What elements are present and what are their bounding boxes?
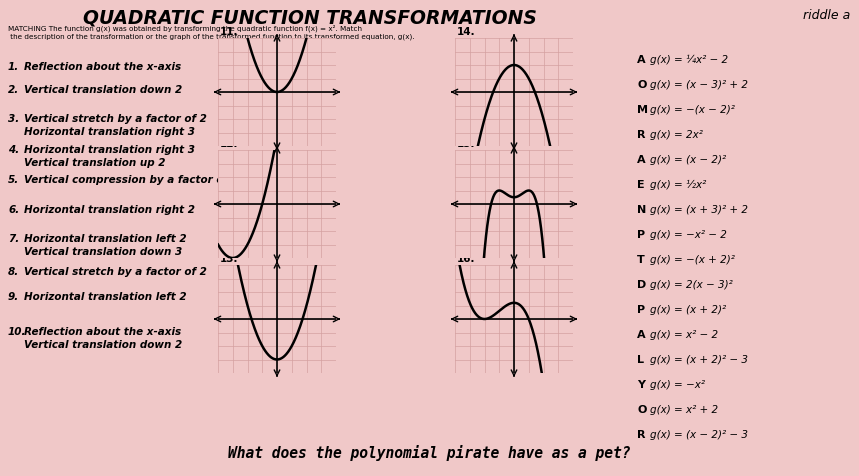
Text: g(x) = (x + 2)²: g(x) = (x + 2)² <box>650 304 726 314</box>
Text: g(x) = (x − 3)² + 2: g(x) = (x − 3)² + 2 <box>650 80 748 90</box>
Text: D: D <box>637 279 646 289</box>
Text: Vertical translation down 2: Vertical translation down 2 <box>24 85 182 95</box>
Text: Vertical compression by a factor of ½: Vertical compression by a factor of ½ <box>24 175 242 185</box>
Text: 9.: 9. <box>8 291 19 301</box>
Text: E: E <box>637 179 644 189</box>
Text: g(x) = 2x²: g(x) = 2x² <box>650 130 703 140</box>
Text: g(x) = −x²: g(x) = −x² <box>650 379 705 389</box>
Text: Horizontal translation left 2: Horizontal translation left 2 <box>24 291 186 301</box>
Text: Horizontal translation right 2: Horizontal translation right 2 <box>24 205 195 215</box>
Text: P: P <box>637 229 645 239</box>
Text: g(x) = −x² − 2: g(x) = −x² − 2 <box>650 229 727 239</box>
Text: g(x) = ½x²: g(x) = ½x² <box>650 179 706 190</box>
Text: g(x) = (x + 2)² − 3: g(x) = (x + 2)² − 3 <box>650 354 748 364</box>
Text: QUADRATIC FUNCTION TRANSFORMATIONS: QUADRATIC FUNCTION TRANSFORMATIONS <box>83 9 537 28</box>
Text: 3.: 3. <box>8 114 19 124</box>
Text: the description of the transformation or the graph of the transformed function t: the description of the transformation or… <box>8 33 415 40</box>
Text: 16.: 16. <box>457 253 476 263</box>
Text: Vertical translation up 2: Vertical translation up 2 <box>24 158 166 168</box>
Text: riddle a: riddle a <box>803 9 850 22</box>
Text: g(x) = x² + 2: g(x) = x² + 2 <box>650 404 718 414</box>
Text: Y: Y <box>637 379 645 389</box>
Text: A: A <box>637 329 646 339</box>
Text: 13.: 13. <box>220 253 239 263</box>
Text: g(x) = ¼x² − 2: g(x) = ¼x² − 2 <box>650 55 728 65</box>
Text: Reflection about the x-axis: Reflection about the x-axis <box>24 62 181 72</box>
Text: Horizontal translation left 2: Horizontal translation left 2 <box>24 234 186 244</box>
Text: 2.: 2. <box>8 85 19 95</box>
Text: Vertical translation down 3: Vertical translation down 3 <box>24 247 182 257</box>
Text: A: A <box>637 155 646 165</box>
Text: R: R <box>637 429 645 439</box>
Text: 14.: 14. <box>457 27 476 37</box>
Text: A: A <box>637 55 646 65</box>
Text: Horizontal translation right 3: Horizontal translation right 3 <box>24 145 195 155</box>
Text: 10.: 10. <box>8 327 27 336</box>
Text: N: N <box>637 205 646 215</box>
Text: MATCHING The function g(x) was obtained by transforming the quadratic function f: MATCHING The function g(x) was obtained … <box>8 25 362 32</box>
Text: T: T <box>637 255 645 265</box>
Text: R: R <box>637 130 645 140</box>
Text: Horizontal translation right 3: Horizontal translation right 3 <box>24 127 195 137</box>
Text: 15.: 15. <box>457 139 476 149</box>
Text: Vertical stretch by a factor of 2: Vertical stretch by a factor of 2 <box>24 114 207 124</box>
Text: 5.: 5. <box>8 175 19 185</box>
Text: P: P <box>637 304 645 314</box>
Text: g(x) = −(x − 2)²: g(x) = −(x − 2)² <box>650 105 735 115</box>
Text: g(x) = (x − 2)² − 3: g(x) = (x − 2)² − 3 <box>650 429 748 439</box>
Text: O: O <box>637 404 646 414</box>
Text: 7.: 7. <box>8 234 19 244</box>
Text: 12.: 12. <box>220 139 239 149</box>
Text: Reflection about the x-axis: Reflection about the x-axis <box>24 327 181 336</box>
Text: 4.: 4. <box>8 145 19 155</box>
Text: g(x) = (x − 2)²: g(x) = (x − 2)² <box>650 155 726 165</box>
Text: 6.: 6. <box>8 205 19 215</box>
Text: 1.: 1. <box>8 62 19 72</box>
Text: g(x) = −(x + 2)²: g(x) = −(x + 2)² <box>650 255 735 265</box>
Text: Vertical stretch by a factor of 2: Vertical stretch by a factor of 2 <box>24 267 207 277</box>
Text: M: M <box>637 105 648 115</box>
Text: What does the polynomial pirate have as a pet?: What does the polynomial pirate have as … <box>228 444 631 460</box>
Text: g(x) = 2(x − 3)²: g(x) = 2(x − 3)² <box>650 279 733 289</box>
Text: L: L <box>637 354 644 364</box>
Text: Vertical translation down 2: Vertical translation down 2 <box>24 339 182 349</box>
Text: g(x) = x² − 2: g(x) = x² − 2 <box>650 329 718 339</box>
Text: g(x) = (x + 3)² + 2: g(x) = (x + 3)² + 2 <box>650 205 748 215</box>
Text: 8.: 8. <box>8 267 19 277</box>
Text: 11.: 11. <box>220 27 239 37</box>
Text: O: O <box>637 80 646 90</box>
